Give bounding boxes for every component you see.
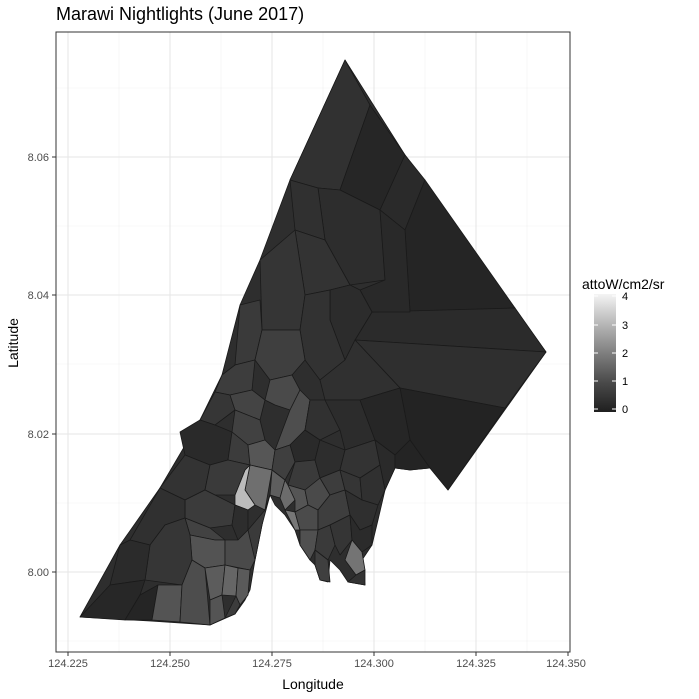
legend-tick-label: 3 [622,320,628,332]
x-axis-label: Longitude [282,676,344,692]
y-tick-label: 8.02 [28,429,49,441]
x-tick-label: 124.300 [354,658,394,670]
barangay-se-5 [271,444,296,481]
legend-tick-label: 1 [622,376,628,388]
barangay-se-27 [347,569,366,586]
legend-tick-label: 4 [622,291,628,303]
barangay-sw-14 [179,559,211,626]
legend-tick-label: 0 [622,404,628,416]
x-tick-label: 124.225 [48,658,88,670]
x-tick-labels: 124.225 124.250 124.275 124.300 124.325 … [48,658,586,670]
barangay-se-17 [359,464,386,506]
y-axis-label: Latitude [5,318,21,368]
barangay-se-24 [329,514,353,556]
barangay-sw-4 [231,504,249,541]
panel-border [55,31,571,653]
legend-tick-marks [594,295,616,410]
legend: attoW/cm2/sr 4 3 2 1 0 [582,276,665,416]
barangay-se-28 [314,549,331,583]
barangay-se-12 [279,479,296,511]
x-tick-label: 124.275 [252,658,292,670]
x-tick-marks [67,652,569,656]
barangay-polygons [79,59,547,626]
legend-title: attoW/cm2/sr [582,276,665,292]
barangay-se-9 [374,439,396,491]
legend-colorbar [594,294,616,412]
y-tick-marks [52,156,56,573]
barangay-sw-17 [221,564,239,597]
barangay-sw-9 [144,517,193,586]
barangay-se-10 [394,439,431,471]
legend-tick-label: 2 [622,348,628,360]
y-tick-label: 8.00 [28,567,49,579]
barangay-sw-19 [224,595,241,619]
x-tick-label: 124.350 [546,658,586,670]
y-tick-label: 8.04 [28,290,49,302]
barangay-sw-11 [79,579,146,621]
barangay-w-5 [229,389,266,421]
chart-title: Marawi Nightlights (June 2017) [56,4,305,24]
y-tick-label: 8.06 [28,152,49,164]
barangay-se-23 [314,524,336,561]
x-tick-label: 124.325 [456,658,496,670]
x-tick-label: 124.250 [150,658,190,670]
barangay-sw-10 [109,539,151,586]
y-tick-labels: 8.00 8.02 8.04 8.06 [28,152,49,579]
barangay-sw-2 [204,459,251,496]
